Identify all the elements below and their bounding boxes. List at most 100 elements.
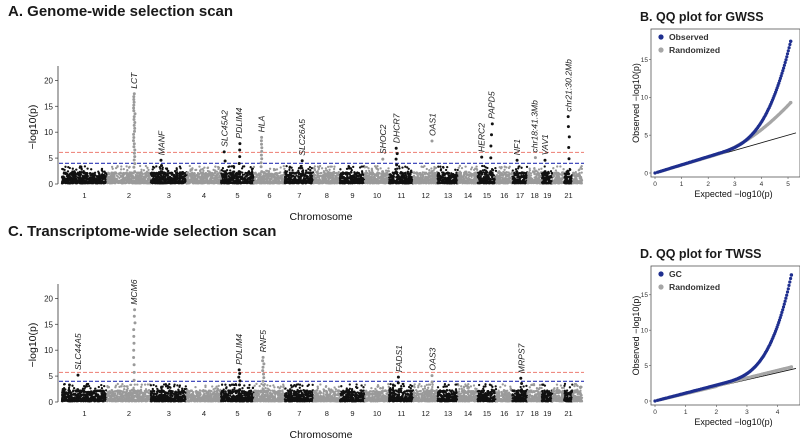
snp-point (295, 181, 299, 184)
snp-point (324, 167, 328, 170)
snp-point (250, 168, 254, 171)
snp-point (380, 176, 383, 179)
snp-point (382, 174, 386, 177)
snp-point (109, 181, 113, 184)
snp-point (216, 177, 219, 181)
snp-point (238, 173, 241, 176)
snp-point (439, 175, 442, 178)
snp-point (143, 180, 146, 183)
snp-point (258, 181, 262, 184)
snp-point (389, 176, 392, 179)
snp-point (126, 172, 129, 175)
snp-point (321, 176, 324, 179)
snp-point (238, 175, 241, 179)
snp-point (400, 176, 403, 179)
snp-point (209, 178, 212, 181)
snp-point (228, 181, 231, 184)
y-axis-label: −log10(p) (27, 105, 39, 150)
snp-point (378, 181, 382, 184)
snp-point (436, 175, 440, 178)
snp-point (150, 179, 154, 182)
snp-point (383, 182, 386, 185)
snp-point (498, 171, 501, 174)
snp-point (257, 176, 260, 179)
snp-point (134, 176, 137, 179)
snp-point (315, 171, 318, 174)
snp-point (375, 178, 379, 181)
snp-point (300, 179, 304, 183)
snp-point (406, 181, 410, 184)
snp-point (63, 168, 66, 172)
snp-point (318, 178, 321, 182)
snp-point (139, 177, 143, 180)
snp-point (185, 177, 189, 180)
snp-point (419, 180, 422, 184)
snp-point (301, 166, 304, 170)
snp-point (344, 181, 347, 184)
snp-point (445, 171, 449, 175)
snp-point (365, 174, 369, 177)
y-tick-label: 10 (44, 128, 53, 137)
snp-point (72, 178, 76, 182)
snp-point (307, 167, 310, 171)
snp-point (389, 173, 392, 176)
snp-point (307, 177, 311, 180)
snp-point (316, 174, 319, 177)
snp-point (283, 167, 286, 171)
snp-point (492, 181, 495, 185)
snp-point (144, 164, 148, 168)
snp-point (175, 181, 179, 184)
snp-point (201, 167, 204, 171)
snp-point (193, 176, 196, 180)
snp-point (351, 179, 354, 182)
snp-point (138, 172, 142, 175)
snp-point (183, 174, 187, 177)
snp-point (398, 178, 401, 181)
snp-point (290, 171, 294, 174)
snp-point (151, 168, 154, 171)
snp-point (292, 180, 295, 183)
snp-point (284, 169, 287, 173)
snp-point (359, 176, 362, 180)
snp-point (85, 176, 89, 180)
snp-point (346, 177, 349, 180)
snp-point (195, 173, 198, 177)
snp-point (313, 176, 316, 179)
snp-point (212, 180, 216, 183)
snp-point (177, 176, 180, 180)
snp-point (159, 167, 162, 170)
snp-point (370, 173, 374, 176)
snp-point (443, 180, 447, 183)
snp-point (243, 181, 247, 185)
snp-point (288, 172, 292, 176)
snp-point (88, 176, 91, 179)
snp-point (328, 174, 331, 177)
snp-point (195, 168, 198, 172)
snp-point (423, 180, 427, 183)
snp-point (462, 173, 466, 176)
snp-point (442, 166, 445, 169)
snp-point (162, 175, 165, 178)
snp-point (500, 165, 503, 169)
snp-point (419, 172, 422, 176)
snp-point (165, 168, 169, 171)
snp-point (96, 180, 100, 183)
snp-point (138, 164, 142, 168)
snp-point (80, 168, 83, 171)
snp-point (131, 171, 134, 174)
snp-point (507, 171, 510, 174)
snp-point (342, 181, 345, 184)
snp-point (136, 174, 139, 177)
snp-point (68, 175, 71, 178)
snp-point (266, 169, 269, 173)
snp-point (154, 180, 157, 183)
snp-point (329, 171, 332, 174)
snp-point (217, 167, 220, 171)
snp-point (112, 175, 116, 179)
snp-point (297, 166, 301, 170)
snp-point (416, 175, 419, 178)
snp-point (433, 165, 436, 169)
snp-point (457, 176, 460, 179)
snp-point (459, 171, 463, 174)
snp-point (187, 181, 190, 184)
